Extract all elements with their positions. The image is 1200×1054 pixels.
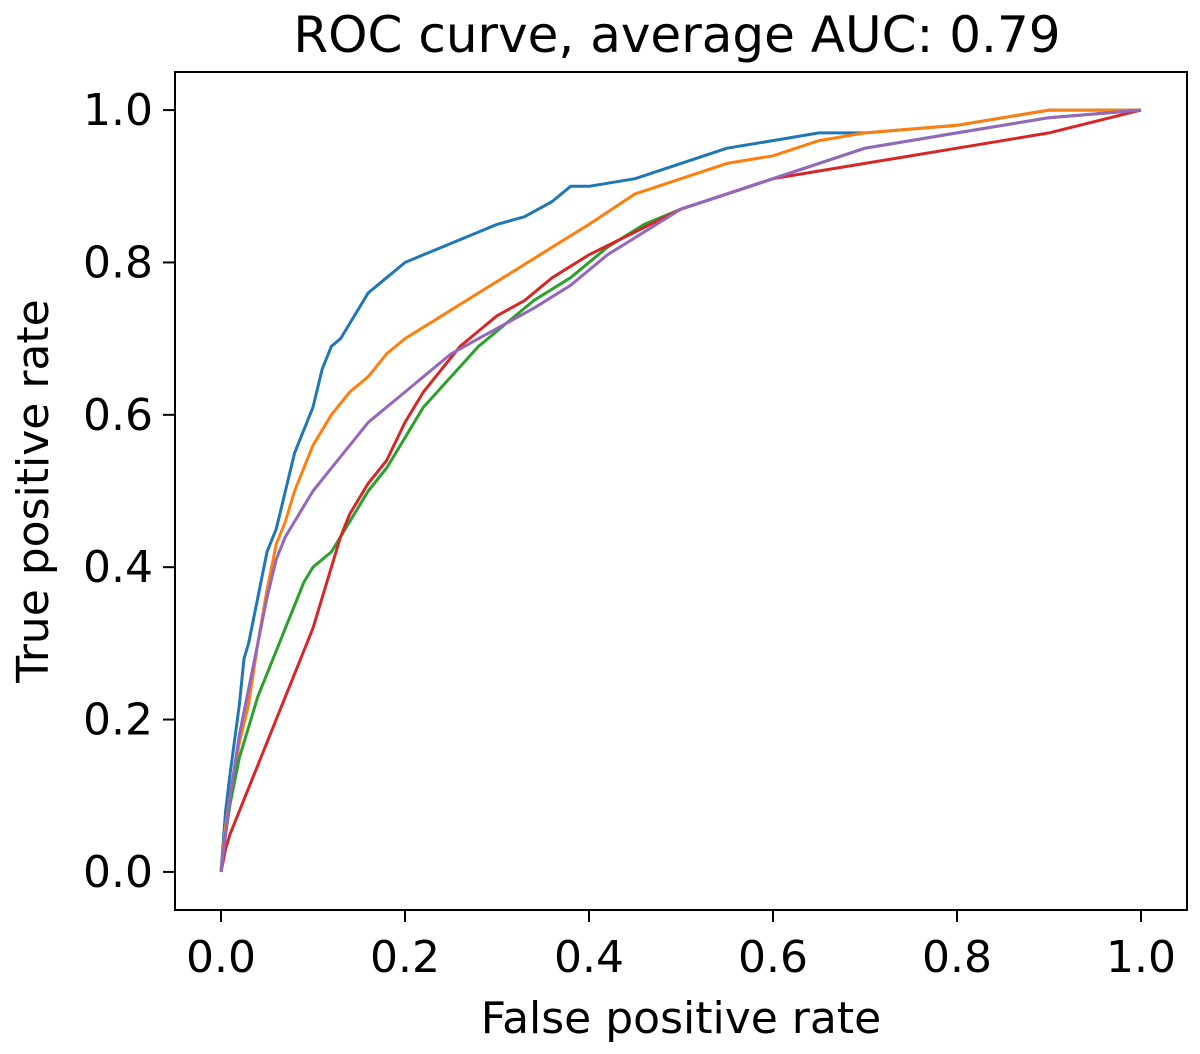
plot-area-frame: [174, 71, 1188, 911]
roc-series-line-5: [219, 108, 1142, 873]
y-tick-label: 0.6: [83, 390, 153, 441]
axis-ticks: 0.0 0.2 0.4 0.6 0.8 1.0 0.0 0.2 0.4 0.6 0.8 1.0: [83, 85, 1176, 983]
x-tick-label: 0.2: [370, 932, 440, 983]
x-tick-label: 0.8: [922, 932, 992, 983]
y-tick-label: 0.4: [83, 542, 153, 593]
x-tick-label: 1.0: [1106, 932, 1176, 983]
y-tick-label: 1.0: [83, 85, 153, 136]
roc-series-line-1: [219, 108, 1141, 873]
x-tick-label: 0.4: [554, 932, 624, 983]
x-tick-label: 0.0: [186, 932, 256, 983]
y-tick-label: 0.8: [83, 237, 153, 288]
roc-series-line-2: [219, 108, 1141, 873]
chart-title: ROC curve, average AUC: 0.79: [293, 6, 1060, 64]
roc-series-line-4: [219, 108, 1142, 873]
y-tick-label: 0.0: [83, 847, 153, 898]
roc-series: [219, 108, 1142, 873]
x-tick-label: 0.6: [738, 932, 808, 983]
y-axis-label: True positive rate: [8, 299, 59, 683]
y-tick-label: 0.2: [83, 695, 153, 746]
x-axis-label: False positive rate: [481, 993, 881, 1044]
roc-series-line-3: [219, 108, 1142, 873]
